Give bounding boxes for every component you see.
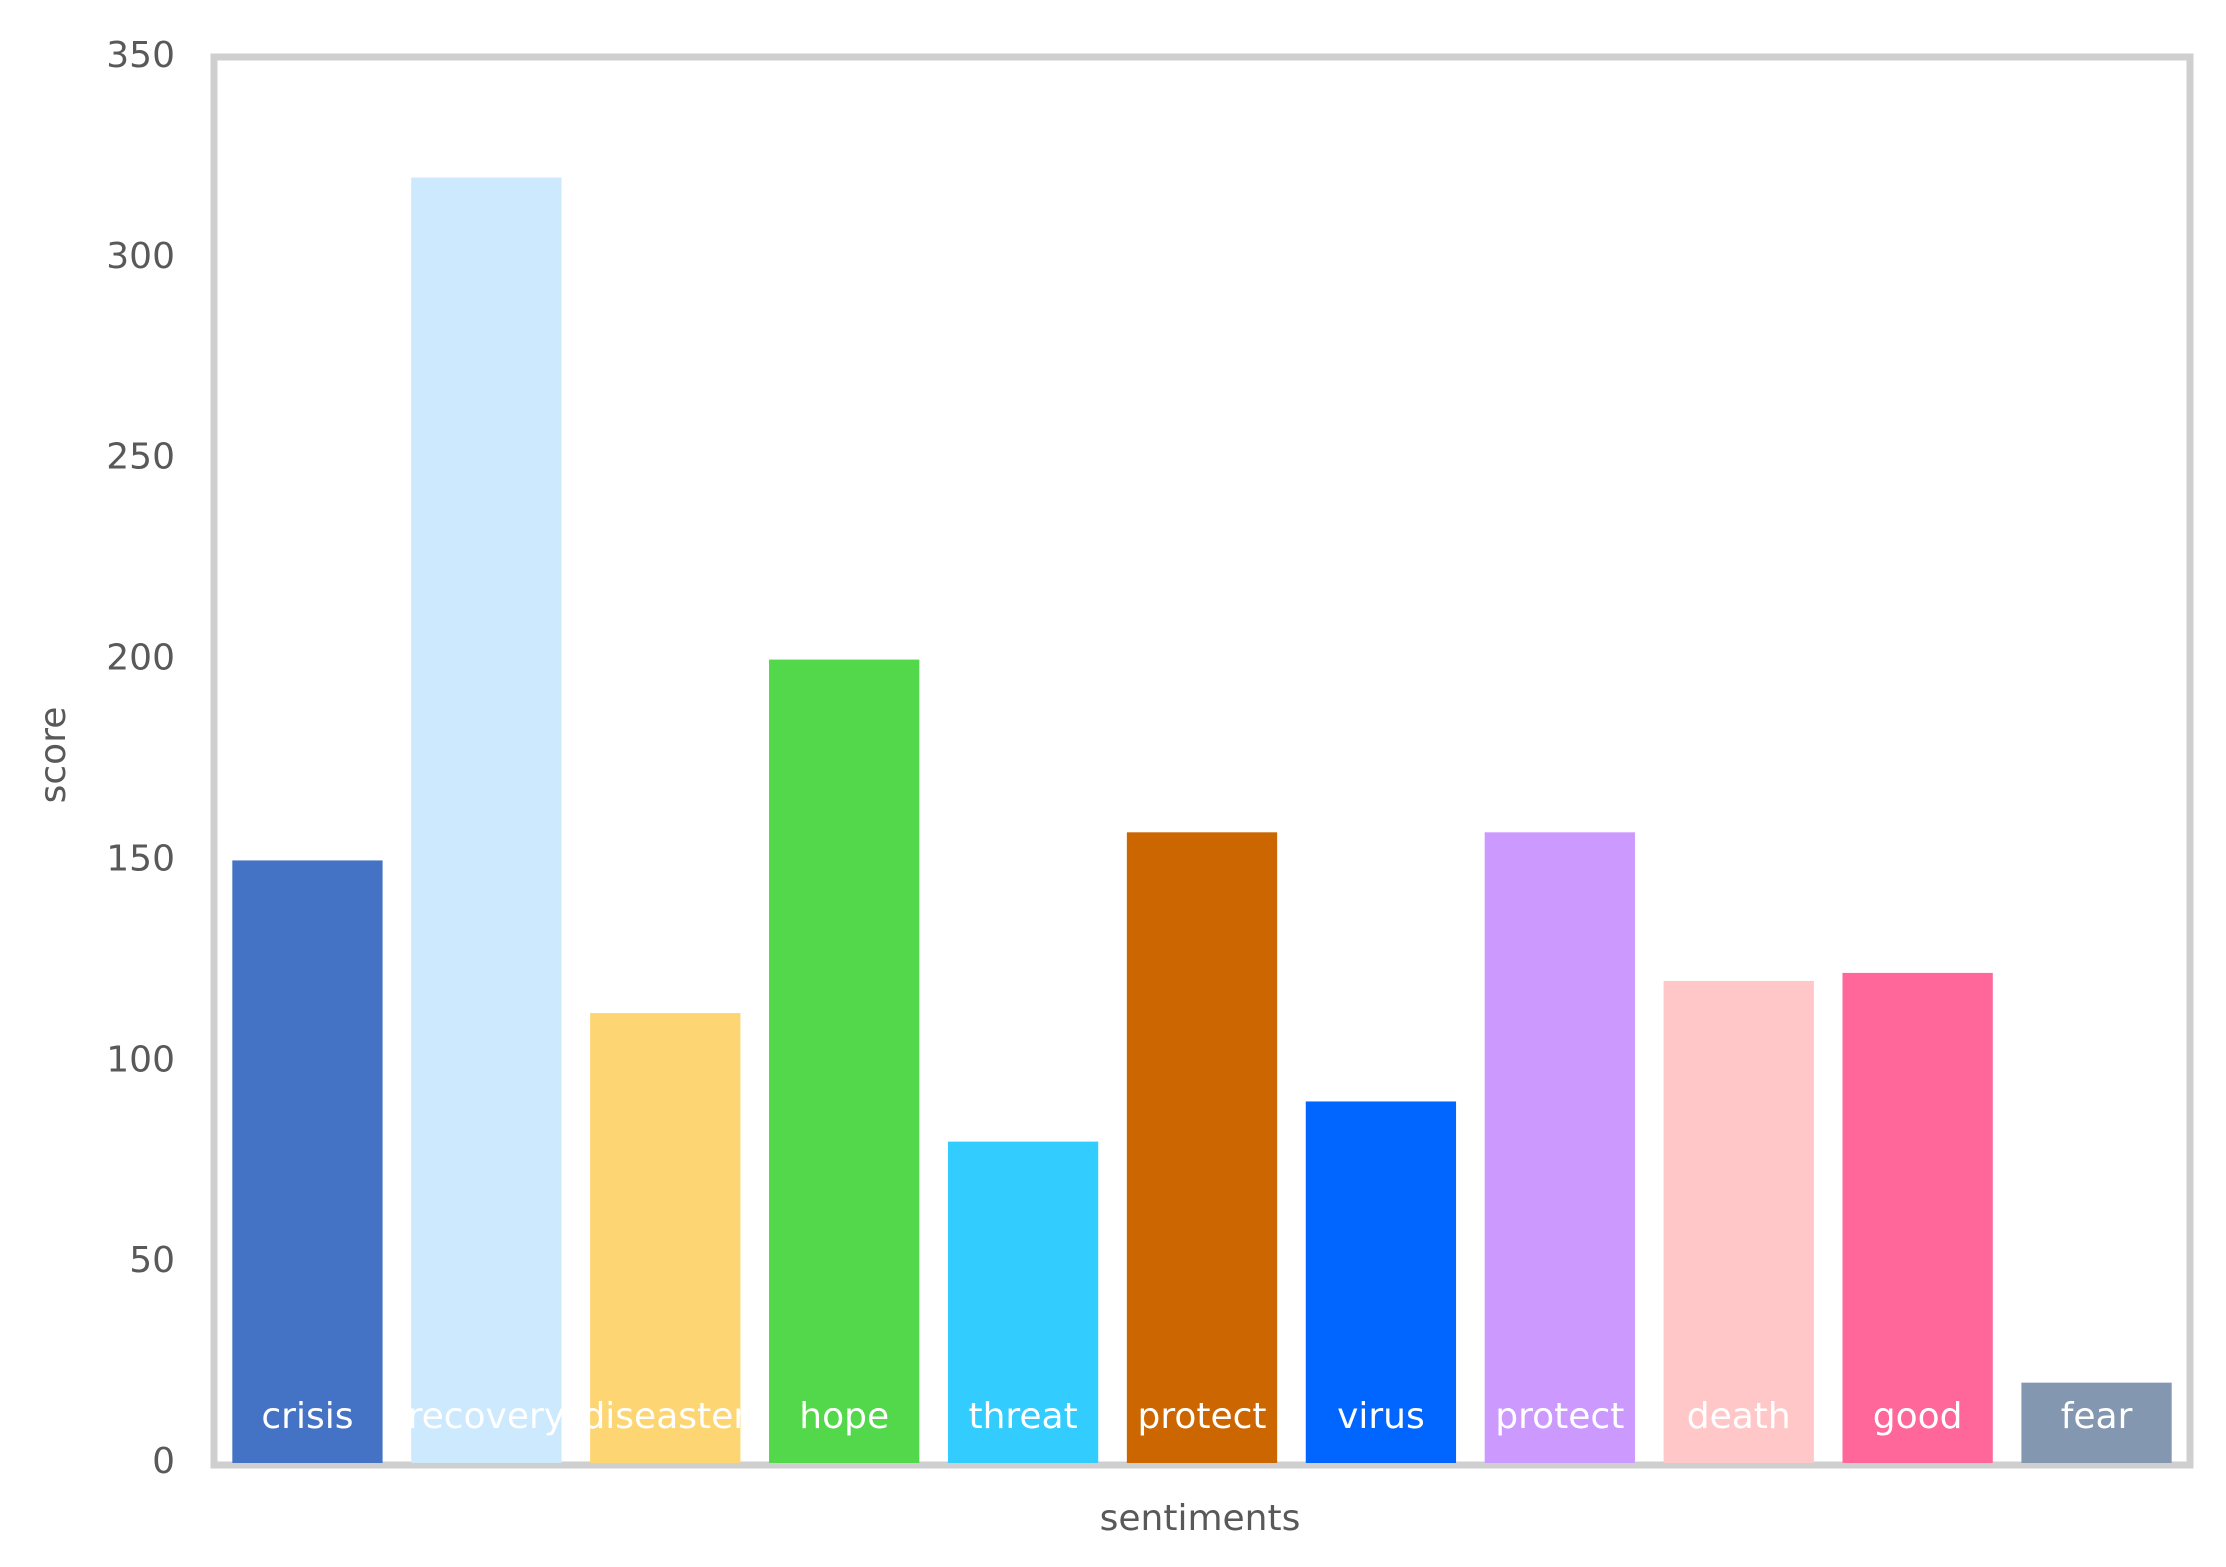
y-tick-label: 100 <box>106 1039 175 1080</box>
bar <box>1126 832 1278 1463</box>
bar <box>1842 972 1993 1463</box>
bar-label: hope <box>799 1396 889 1437</box>
bar <box>1484 832 1635 1463</box>
bar-label: good <box>1873 1396 1963 1437</box>
bar <box>1663 980 1814 1463</box>
y-tick-label: 0 <box>152 1441 175 1482</box>
bar-label: protect <box>1137 1396 1266 1437</box>
y-tick-label: 150 <box>106 838 175 879</box>
bar <box>590 1013 741 1463</box>
y-axis-label: score <box>33 707 74 804</box>
bar <box>1305 1101 1457 1463</box>
bar-label: protect <box>1495 1396 1624 1437</box>
y-tick-label: 300 <box>106 236 175 277</box>
y-tick-label: 200 <box>106 638 175 679</box>
bar <box>2021 1382 2172 1463</box>
bar-label: threat <box>968 1396 1077 1437</box>
y-tick-label: 250 <box>106 437 175 478</box>
plot-frame <box>210 53 2194 1469</box>
bar-label: death <box>1687 1396 1791 1437</box>
bar-label: recovery <box>408 1396 566 1437</box>
bar <box>232 860 383 1463</box>
y-tick-label: 50 <box>129 1240 175 1281</box>
x-axis-label: sentiments <box>1100 1498 1301 1539</box>
bar-label: virus <box>1337 1396 1425 1437</box>
bar-label: diseaster <box>582 1396 748 1437</box>
y-tick-label: 350 <box>106 35 175 76</box>
bar <box>947 1141 1099 1463</box>
bar-label: fear <box>2061 1396 2133 1437</box>
bar <box>411 177 562 1463</box>
bar-label: crisis <box>261 1396 353 1437</box>
bar <box>769 659 920 1463</box>
